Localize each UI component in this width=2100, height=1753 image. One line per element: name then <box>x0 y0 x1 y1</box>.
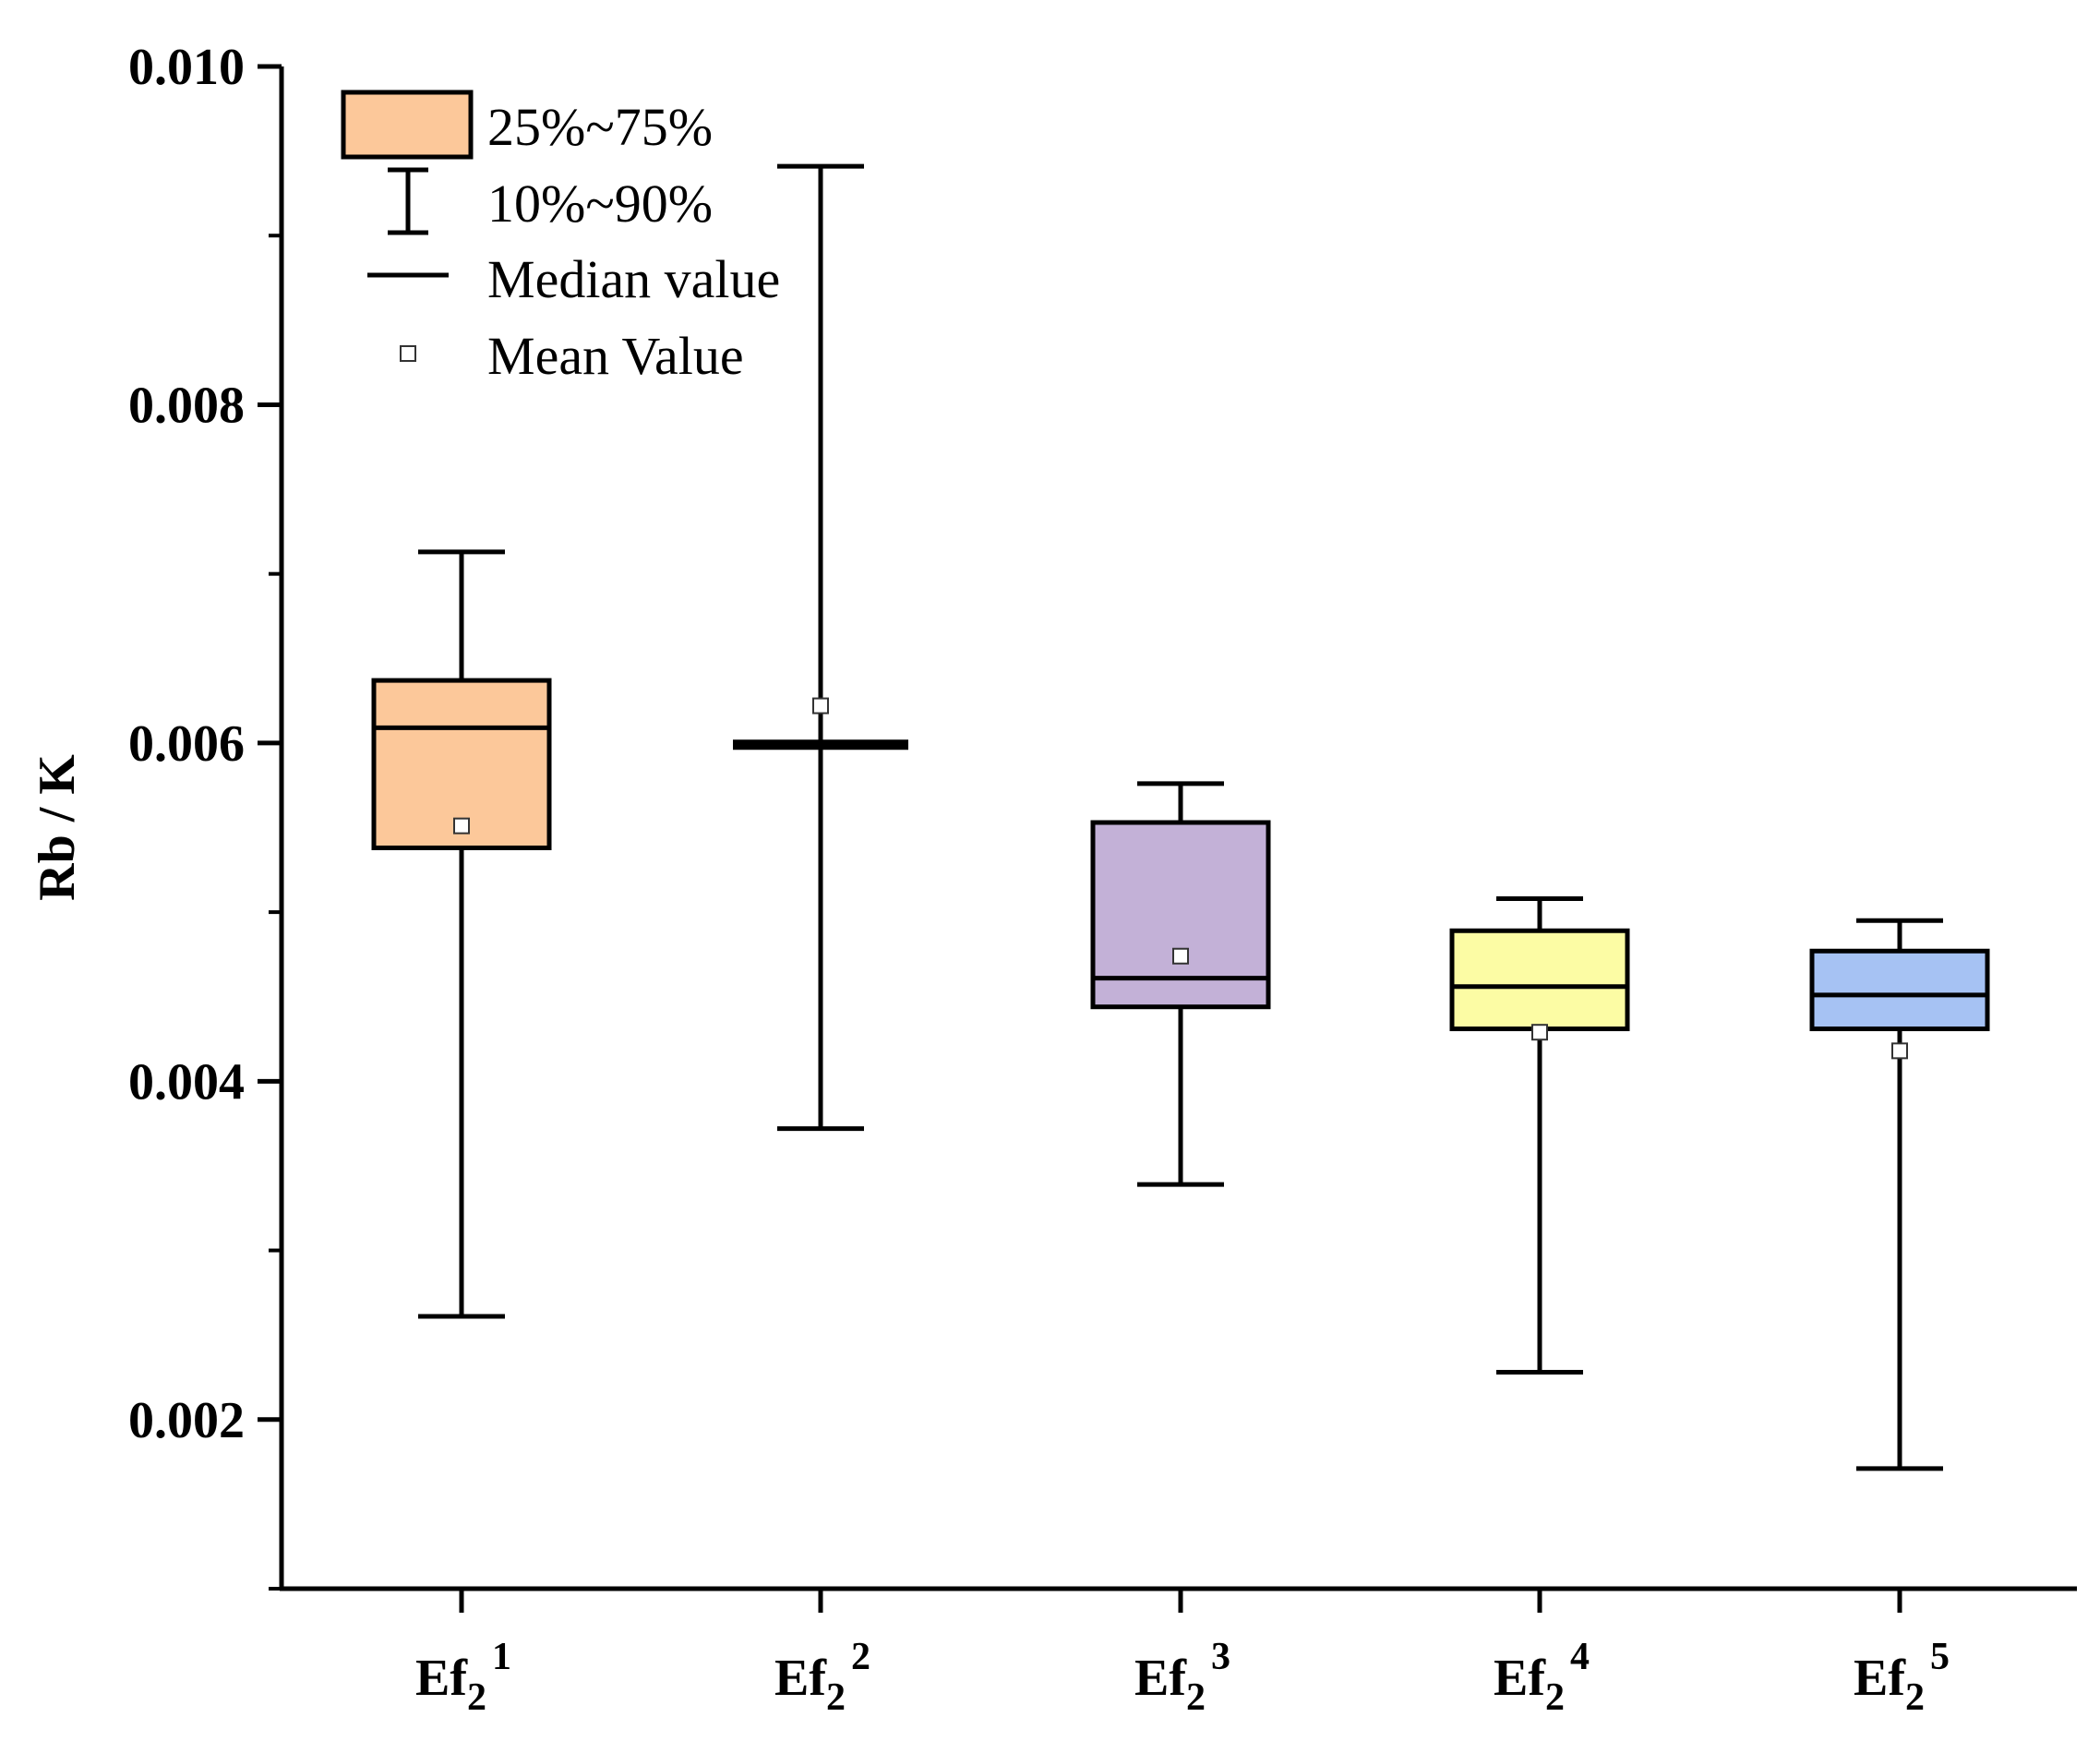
y-tick-label: 0.002 <box>128 1392 245 1449</box>
box-5 <box>1809 918 1990 1471</box>
box-series <box>371 163 1990 1471</box>
box-2 <box>733 163 908 1132</box>
legend-box-swatch <box>341 90 474 160</box>
x-tick-label: Ef23 <box>1134 1636 1230 1719</box>
x-tick-label: Ef21 <box>415 1636 511 1719</box>
y-tick-label: 0.008 <box>128 377 245 434</box>
x-tick-label: Ef24 <box>1494 1636 1590 1719</box>
box-iqr <box>1449 928 1630 1032</box>
box-1 <box>371 549 552 1319</box>
box-3 <box>1090 781 1271 1187</box>
x-tick-label: Ef25 <box>1854 1636 1950 1719</box>
box-iqr <box>1809 948 1990 1032</box>
legend: 25%~75% 10%~90% Median value Mean Value <box>341 90 780 386</box>
legend-label-median: Median value <box>487 249 780 309</box>
mean-marker <box>1891 1042 1908 1060</box>
mean-marker <box>1172 947 1189 965</box>
y-tick-label: 0.006 <box>128 715 245 773</box>
mean-marker <box>812 697 829 714</box>
y-axis-title: Rb / K <box>29 754 86 901</box>
legend-mean-symbol <box>400 345 416 362</box>
legend-label-range: 10%~90% <box>487 174 713 234</box>
box-4 <box>1449 895 1630 1375</box>
axes: 0.002 0.004 0.006 0.008 0.010 Rb / K Ef21 Ef22 E… <box>29 39 2077 1719</box>
y-tick-label: 0.004 <box>128 1053 245 1111</box>
y-tick-label: 0.010 <box>128 39 245 96</box>
x-tick-label: Ef22 <box>774 1636 870 1719</box>
mean-marker <box>453 817 470 834</box>
legend-label-mean: Mean Value <box>487 326 744 386</box>
mean-marker <box>1531 1024 1548 1041</box>
legend-label-iqr: 25%~75% <box>487 97 713 157</box>
